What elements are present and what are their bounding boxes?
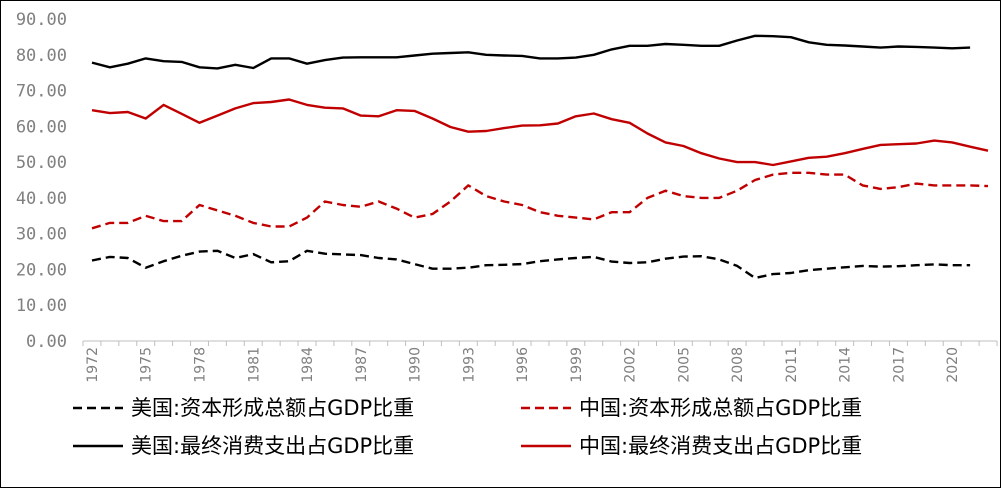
x-tick-label: 1993 (461, 347, 477, 383)
y-tick-label: 0.00 (26, 332, 67, 352)
x-tick-label: 1975 (139, 347, 155, 383)
y-tick-label: 30.00 (16, 225, 67, 245)
x-tick-label: 1972 (85, 347, 101, 383)
x-tick-label: 2011 (784, 347, 800, 383)
legend-label: 美国:资本形成总额占GDP比重 (131, 396, 414, 420)
y-tick-label: 40.00 (16, 189, 67, 209)
x-tick-label: 2008 (730, 347, 746, 383)
x-tick-label: 1996 (515, 347, 531, 383)
y-tick-label: 10.00 (16, 296, 67, 316)
x-axis: 1972 1975 1978 1981 1984 1987 1990 1993 1996 1999… (82, 340, 998, 383)
legend-label: 中国:资本形成总额占GDP比重 (579, 396, 862, 420)
x-tick-label: 2002 (623, 347, 639, 383)
y-tick-label: 20.00 (16, 260, 67, 280)
x-tick-label: 1999 (569, 347, 585, 383)
x-tick-label: 2014 (838, 347, 854, 383)
y-tick-label: 90.00 (16, 10, 67, 30)
series-line-2 (91, 171, 989, 230)
legend-label: 中国:最终消费支出占GDP比重 (579, 434, 862, 458)
x-tick-label: 1990 (408, 347, 424, 383)
y-tick-label: 60.00 (16, 117, 67, 137)
series-line-3 (91, 34, 971, 70)
y-axis: 0.00 10.00 20.00 30.00 40.00 50.00 60.00 70.00 8… (16, 10, 67, 352)
x-tick-label: 2017 (891, 347, 907, 383)
x-tick-label: 2005 (676, 347, 692, 383)
y-tick-label: 50.00 (16, 153, 67, 173)
series-line-1 (91, 249, 971, 280)
x-tick-label: 2020 (945, 347, 961, 383)
x-tick-label: 1981 (246, 347, 262, 383)
y-tick-label: 80.00 (16, 46, 67, 66)
series-line-4 (91, 98, 989, 167)
legend: 美国:资本形成总额占GDP比重 中国:资本形成总额占GDP比重美国:最终消费支出占… (73, 396, 862, 458)
x-tick-label: 1978 (192, 347, 208, 383)
legend-label: 美国:最终消费支出占GDP比重 (131, 434, 414, 458)
y-tick-label: 70.00 (16, 82, 67, 102)
plot-area (91, 34, 989, 280)
x-tick-label: 1984 (300, 347, 316, 383)
x-tick-label: 1987 (354, 347, 370, 383)
